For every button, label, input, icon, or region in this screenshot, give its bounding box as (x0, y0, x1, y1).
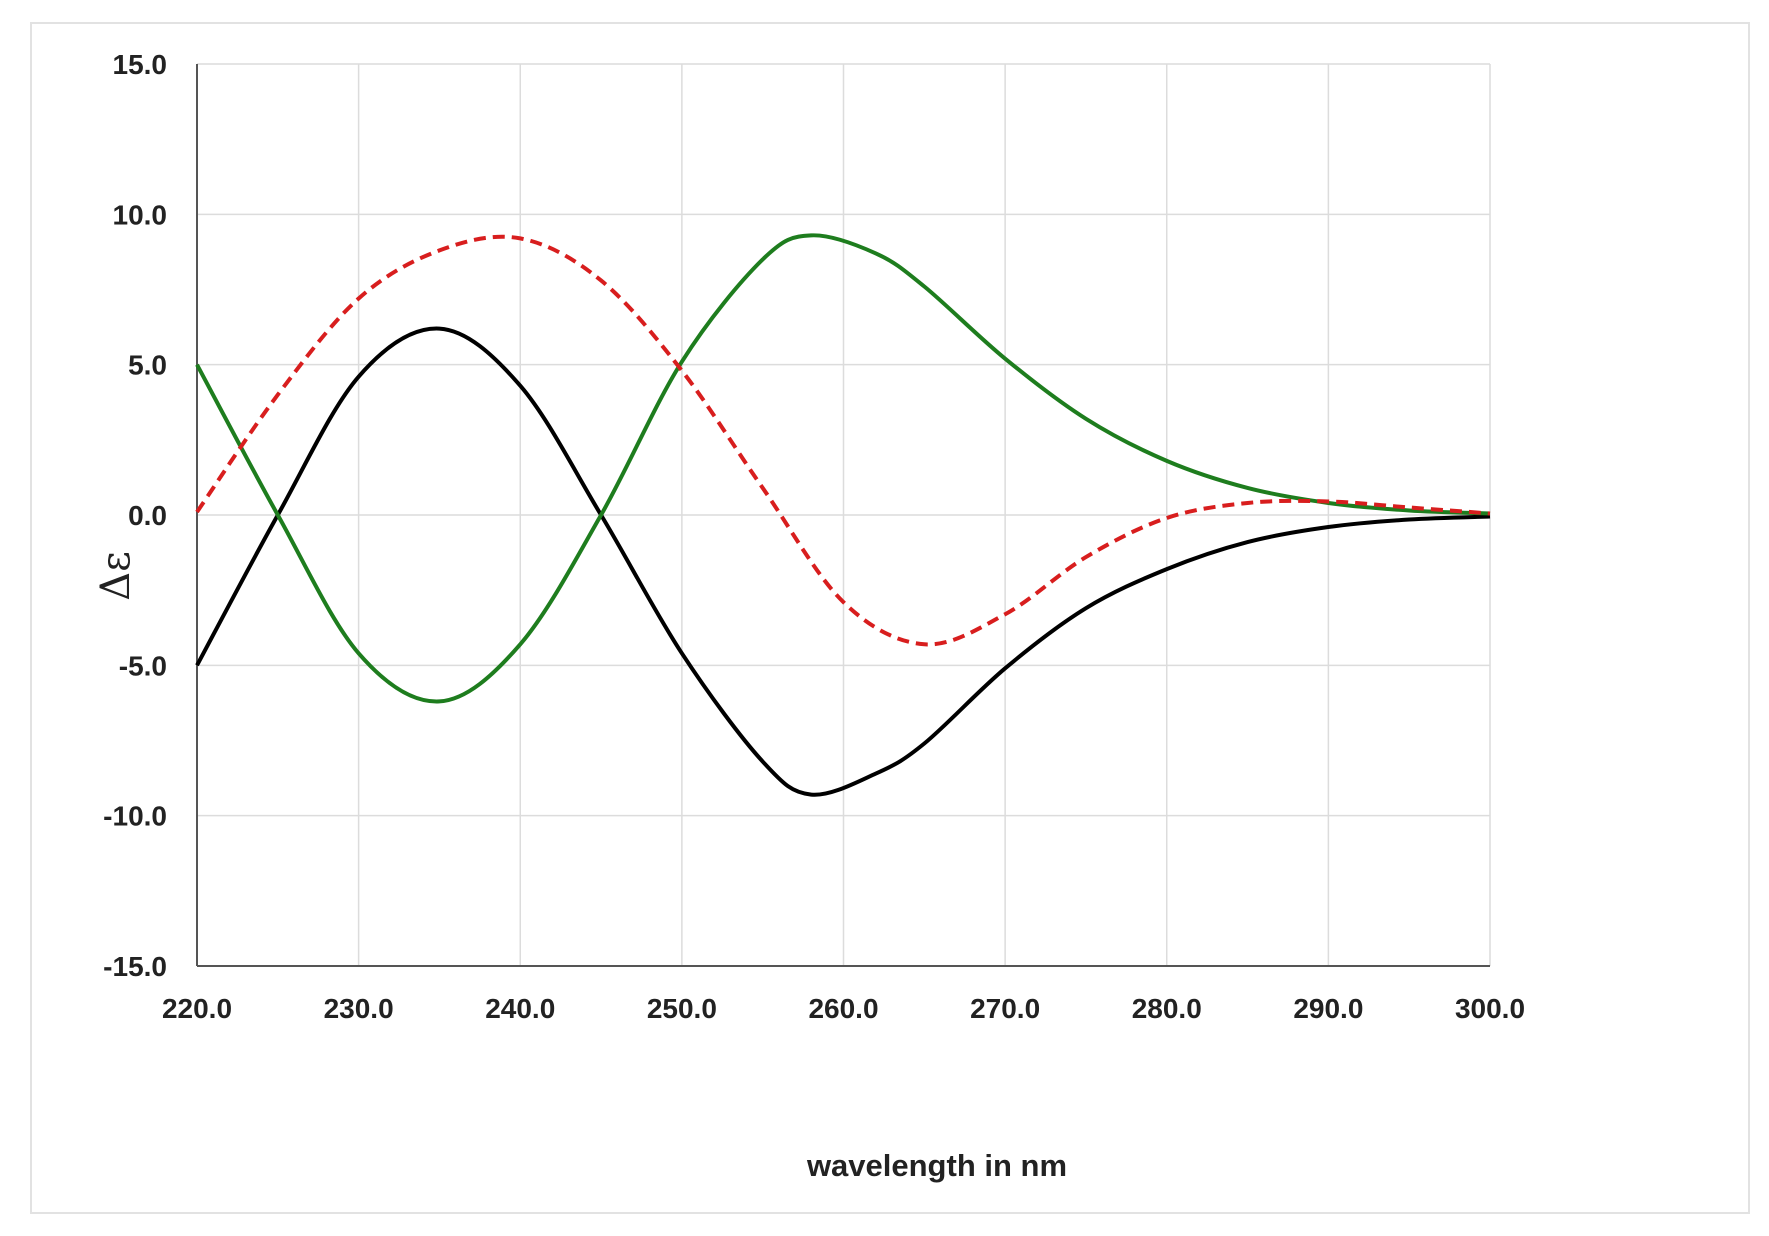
y-tick-label: 10.0 (113, 199, 168, 230)
grid-lines (197, 63, 1491, 966)
x-tick-label: 300.0 (1455, 993, 1525, 1024)
y-tick-label: -10.0 (103, 801, 167, 832)
series-black-line (195, 326, 1491, 797)
x-tick-labels: 220.0 230.0 240.0 250.0 260.0 270.0 280.0 290.0… (162, 993, 1525, 1024)
y-tick-label: -5.0 (119, 650, 167, 681)
y-tick-label: -15.0 (103, 951, 167, 982)
y-tick-label: 0.0 (128, 500, 167, 531)
x-tick-label: 220.0 (162, 993, 232, 1024)
x-tick-label: 260.0 (808, 993, 878, 1024)
x-tick-label: 290.0 (1293, 993, 1363, 1024)
series-red-dashed-line (195, 234, 1491, 647)
x-axis-title: wavelength in nm (806, 1148, 1067, 1183)
series-green-line (195, 233, 1491, 704)
y-axis-title: Δε (93, 551, 139, 601)
x-tick-label: 270.0 (970, 993, 1040, 1024)
axes (196, 64, 1490, 967)
y-tick-label: 15.0 (113, 49, 168, 80)
x-tick-label: 280.0 (1132, 993, 1202, 1024)
chart-figure: 220.0 230.0 240.0 250.0 260.0 270.0 280.0 290.0… (30, 22, 1750, 1214)
line-chart: 220.0 230.0 240.0 250.0 260.0 270.0 280.0 290.0… (93, 49, 1525, 1183)
y-tick-labels: 15.0 10.0 5.0 0.0 -5.0 -10.0 -15.0 (103, 49, 167, 982)
series-lines (195, 233, 1491, 797)
y-tick-label: 5.0 (128, 350, 167, 381)
x-tick-label: 250.0 (647, 993, 717, 1024)
x-tick-label: 240.0 (485, 993, 555, 1024)
x-tick-label: 230.0 (324, 993, 394, 1024)
